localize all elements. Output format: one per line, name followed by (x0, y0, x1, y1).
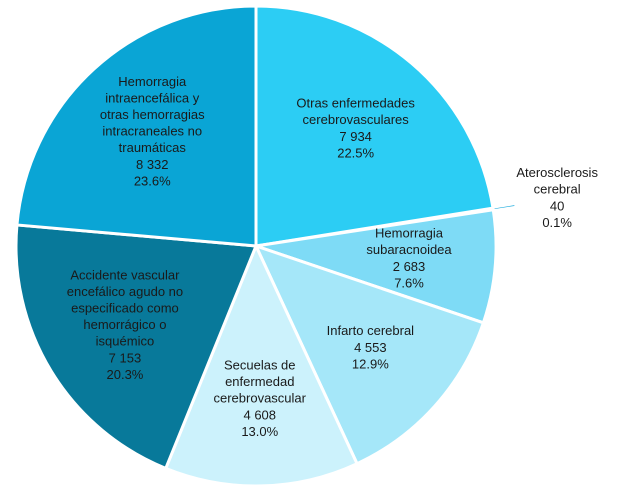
slice-label: Infarto cerebral (327, 323, 415, 338)
pie-slice (15, 4, 258, 248)
slice-label-line: Hemorragia (118, 75, 187, 90)
slice-label-line: cerebrovascular (214, 391, 307, 406)
value-label: 8 332 (136, 157, 169, 172)
pie-slice (255, 208, 498, 325)
percent-label: 12.9% (352, 356, 389, 371)
slice-label-line: Secuelas de (224, 358, 296, 373)
percent-label: 0.1% (542, 215, 572, 230)
slice-label-line: subaracnoidea (366, 243, 452, 258)
slice-label-line: hemorrágico o (83, 318, 166, 333)
percent-label: 20.3% (107, 367, 144, 382)
percent-label: 22.5% (337, 145, 374, 160)
value-label: 4 608 (243, 407, 276, 422)
slice-label-line: Hemorragia (375, 226, 444, 241)
slice-label-line: intraencefálica y (105, 91, 199, 106)
value-label: 7 153 (109, 351, 142, 366)
pie-slice (163, 242, 360, 488)
slice-label: Secuelas de enfermedad cerebrovascular (214, 358, 307, 406)
value-label: 4 553 (354, 340, 387, 355)
slice-label: Aterosclerosis cerebral (516, 166, 598, 198)
pie-slice (14, 223, 259, 471)
percent-label: 13.0% (241, 424, 278, 439)
slice-label-line: traumáticas (119, 141, 187, 156)
slice-label-line: Aterosclerosis (516, 166, 598, 181)
slice-label-line: Otras enfermedades (296, 96, 415, 111)
slice-label-line: enfermedad (225, 374, 294, 389)
slice-label: Accidente vascular encefálico agudo no esp… (67, 268, 183, 349)
slice-label-line: cerebral (534, 182, 581, 197)
slice-label-line: Accidente vascular (70, 268, 180, 283)
value-label: 40 (550, 199, 564, 214)
slice-label-line: especificado como (71, 301, 179, 316)
percent-label: 23.6% (134, 174, 171, 189)
percent-label: 7.6% (394, 276, 424, 291)
slice-label: Otras enfermedades cerebrovasculares (296, 96, 415, 128)
value-label: 2 683 (393, 259, 426, 274)
slice-label-line: cerebrovasculares (303, 112, 410, 127)
slice-label-line: otras hemorragias (100, 108, 205, 123)
slice-label: Hemorragia subaracnoidea (366, 226, 452, 258)
slice-label-line: Infarto cerebral (327, 323, 415, 338)
slice-label: Hemorragia intraencefálica y otras hemorra… (100, 75, 205, 156)
pie-slice (253, 243, 486, 466)
slice-label-line: isquémico (96, 334, 155, 349)
pie-slice (254, 4, 495, 248)
slice-label-line: intracraneales no (102, 124, 202, 139)
slice-label-line: encefálico agudo no (67, 285, 183, 300)
value-label: 7 934 (339, 129, 372, 144)
